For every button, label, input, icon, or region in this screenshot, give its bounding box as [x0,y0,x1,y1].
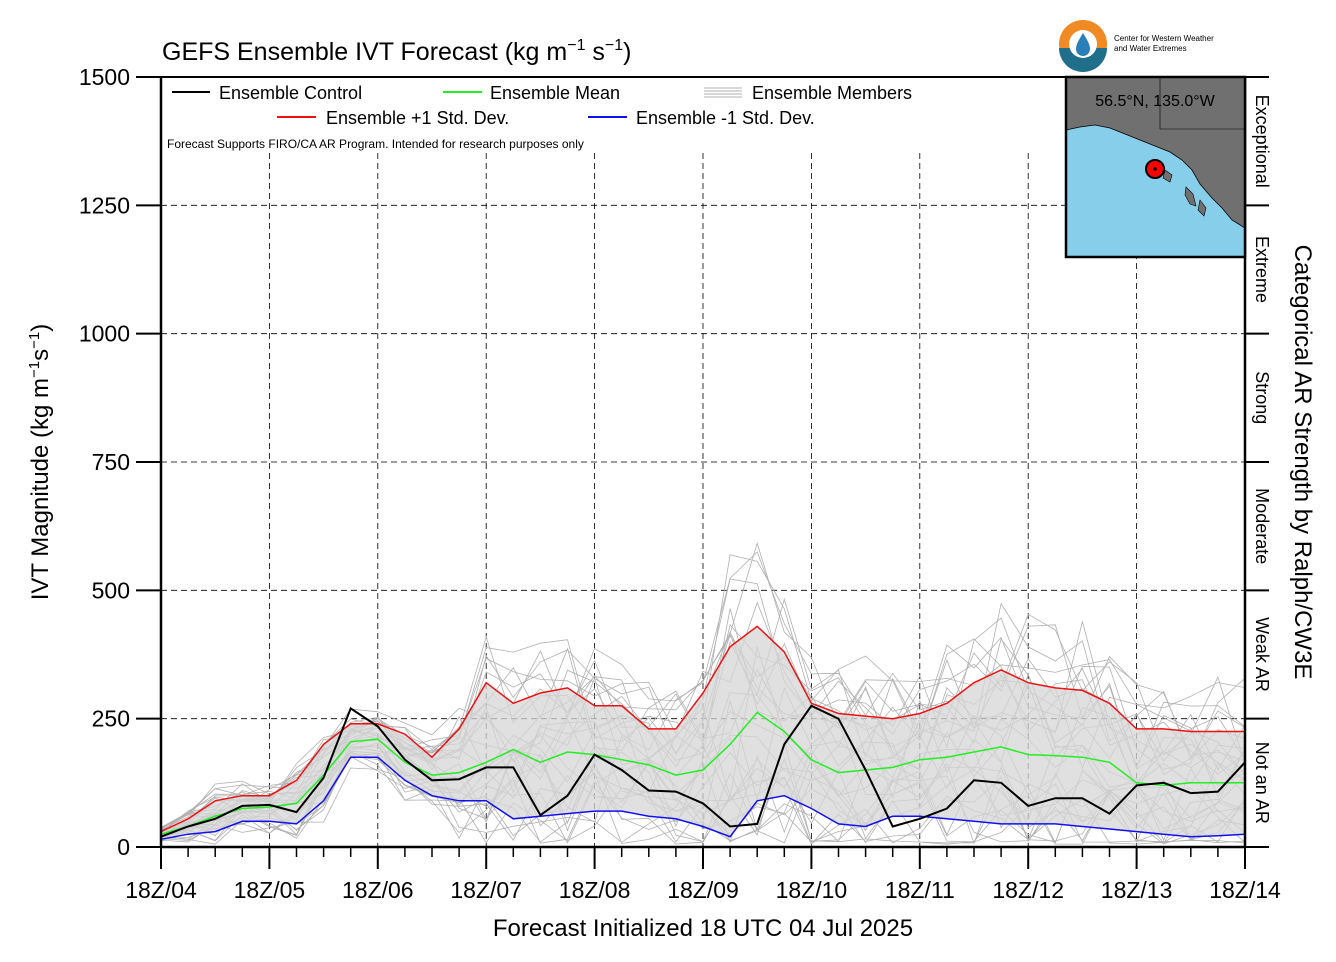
category-label: Strong [1252,371,1272,424]
y-tick-label: 1250 [79,192,130,218]
category-label: Weak AR [1252,617,1272,692]
category-label: Exceptional [1252,95,1272,188]
legend-minus-sd-label: Ensemble -1 Std. Dev. [636,108,815,128]
member-line [160,541,1246,831]
inset-location-label: 56.5°N, 135.0°W [1095,93,1215,110]
mean-line [160,711,1245,835]
y-tick-label: 1500 [79,64,130,90]
y-tick-label: 250 [92,706,130,732]
legend: Ensemble Control Ensemble Mean Ensemble … [167,83,912,151]
inset-frame [1064,75,1247,259]
grid-lines [161,153,1245,847]
x-tick-label: 18Z/11 [885,877,955,903]
y-tick-label: 500 [92,577,130,603]
spread-fill [161,626,1245,840]
x-tick-label: 18Z/05 [234,877,306,903]
y-tick-label: 750 [92,449,130,475]
disclaimer-text: Forecast Supports FIRO/CA AR Program. In… [167,137,584,151]
x-tick-label: 18Z/09 [667,877,739,903]
x-axis-title: Forecast Initialized 18 UTC 04 Jul 2025 [493,915,913,942]
x-tick-label: 18Z/04 [125,877,197,903]
legend-plus-sd-label: Ensemble +1 Std. Dev. [326,108,509,128]
legend-members-swatch [704,87,742,98]
cw3e-logo: Center for Western Weather and Water Ext… [1059,20,1214,72]
x-tick-label: 18Z/07 [450,877,522,903]
y-axis-title: IVT Magnitude (kg m−1s−1) [26,324,54,601]
x-tick-label: 18Z/14 [1209,877,1281,903]
category-label: Extreme [1252,236,1272,303]
series-lines [160,625,1246,841]
x-tick-label: 18Z/10 [776,877,848,903]
category-label: Not an AR [1252,742,1272,824]
right-axis-title: Categorical AR Strength by Ralph/CW3E [1289,245,1316,680]
control-line [160,704,1246,838]
legend-mean-label: Ensemble Mean [490,83,620,103]
chart-title: GEFS Ensemble IVT Forecast (kg m−1 s−1) [162,37,632,66]
logo-line-1: Center for Western Weather [1114,34,1214,43]
spread-band [161,626,1245,840]
x-tick-label: 18Z/06 [342,877,414,903]
legend-members-label: Ensemble Members [752,83,912,103]
category-labels: Exceptional Extreme Strong Moderate Weak AR N… [1245,76,1272,848]
x-tick-label: 18Z/13 [1101,877,1173,903]
y-tick-label: 1000 [79,321,130,347]
minus-sd-line [160,756,1246,841]
inset-map: 56.5°N, 135.0°W [1064,75,1247,259]
x-tick-label: 18Z/08 [559,877,631,903]
legend-control-label: Ensemble Control [219,83,362,103]
category-label: Moderate [1252,488,1272,564]
inset-land [1066,77,1245,228]
x-tick-label: 18Z/12 [992,877,1064,903]
axes: 0 250 500 750 1000 1250 1500 18Z/04 18Z/05 18Z/06… [79,64,1281,903]
logo-line-2: and Water Extremes [1114,44,1187,53]
y-tick-label: 0 [117,834,130,860]
